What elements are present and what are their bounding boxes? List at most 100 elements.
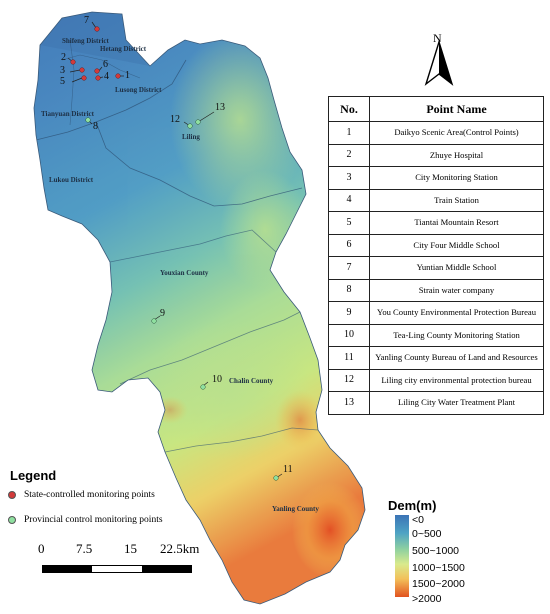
table-row: 3 City Monitoring Station (328, 166, 544, 190)
point-number-3: 3 (60, 65, 65, 76)
row-name: Liling City Water Treatment Plant (369, 391, 544, 415)
label-yanling-county: Yanling County (272, 505, 319, 513)
state-point-4[interactable] (95, 75, 101, 81)
dem-class-2: 500~1000 (412, 545, 460, 557)
dem-color-ramp (395, 515, 409, 597)
legend-item-provincial: Provincial control monitoring points (8, 515, 163, 525)
table-row: 13 Liling City Water Treatment Plant (328, 391, 544, 415)
north-label: N (433, 31, 442, 45)
row-number: 9 (328, 301, 370, 325)
row-number: 11 (328, 346, 370, 370)
row-number: 5 (328, 211, 370, 235)
point-number-5: 5 (60, 76, 65, 87)
header-no: No. (328, 96, 370, 122)
row-name: Tiantai Mountain Resort (369, 211, 544, 235)
row-number: 10 (328, 323, 370, 347)
scale-label-2: 15 (124, 541, 137, 556)
state-point-6[interactable] (94, 68, 100, 74)
provincial-point-11[interactable] (273, 475, 279, 481)
point-number-12: 12 (170, 114, 180, 125)
table-row: 10 Tea-Ling County Monitoring Station (328, 323, 544, 347)
row-name: You County Environmental Protection Bure… (369, 301, 544, 325)
row-name: City Monitoring Station (369, 166, 544, 190)
point-number-13: 13 (215, 102, 225, 113)
dem-class-3: 1000~1500 (412, 562, 465, 574)
row-name: City Four Middle School (369, 233, 544, 257)
label-tianyuan-district: Tianyuan District (41, 110, 94, 118)
state-point-3[interactable] (79, 67, 85, 73)
row-number: 7 (328, 256, 370, 280)
table-row: 4 Train Station (328, 188, 544, 212)
label-shifeng-district: Shifeng District (62, 37, 109, 45)
table-row: 9 You County Environmental Protection Bur… (328, 301, 544, 325)
north-arrow-icon (424, 39, 454, 86)
state-point-7[interactable] (94, 26, 100, 32)
table-row: 2 Zhuye Hospital (328, 143, 544, 167)
label-hetang-district: Hetang District (100, 45, 147, 53)
point-number-9: 9 (160, 308, 165, 319)
provincial-point-13[interactable] (195, 119, 201, 125)
table-row: 6 City Four Middle School (328, 233, 544, 257)
legend-title: Legend (10, 468, 57, 483)
point-number-11: 11 (283, 464, 293, 475)
legend-item-state: State-controlled monitoring points (8, 490, 155, 500)
provincial-dot-icon (8, 515, 16, 524)
point-number-7: 7 (84, 15, 89, 26)
row-number: 4 (328, 188, 370, 212)
row-number: 6 (328, 233, 370, 257)
row-number: 3 (328, 166, 370, 190)
row-number: 13 (328, 391, 370, 415)
row-name: Yanling County Bureau of Land and Resour… (369, 346, 544, 370)
label-lukou-district: Lukou District (49, 176, 94, 184)
provincial-point-12[interactable] (187, 123, 193, 129)
label-youxian-county: Youxian County (160, 269, 209, 277)
dem-class-4: 1500~2000 (412, 578, 465, 590)
row-number: 2 (328, 143, 370, 167)
dem-class-0: <0 (412, 514, 424, 526)
table-row: 1 Daikyo Scenic Area(Control Points) (328, 121, 544, 145)
dem-class-1: 0~500 (412, 528, 442, 540)
scale-label-3: 22.5km (160, 541, 200, 556)
row-name: Train Station (369, 188, 544, 212)
row-name: Yuntian Middle School (369, 256, 544, 280)
state-point-1[interactable] (115, 73, 121, 79)
table-header-row: No. Point Name (328, 96, 544, 122)
dem-class-5: >2000 (412, 593, 442, 605)
point-number-6: 6 (103, 59, 108, 70)
state-dot-icon (8, 490, 16, 499)
label-liling: Liling (182, 133, 200, 141)
table-row: 8 Strain water company (328, 278, 544, 302)
table-row: 12 Liling city environmental protection b… (328, 368, 544, 392)
state-point-5[interactable] (81, 75, 87, 81)
point-number-1: 1 (125, 70, 130, 81)
header-point-name: Point Name (369, 96, 544, 122)
table-row: 5 Tiantai Mountain Resort (328, 211, 544, 235)
label-chalin-county: Chalin County (229, 377, 274, 385)
point-table: No. Point Name 1 Daikyo Scenic Area(Contr… (328, 96, 544, 415)
point-number-10: 10 (212, 374, 222, 385)
table-row: 11 Yanling County Bureau of Land and Reso… (328, 346, 544, 370)
point-number-8: 8 (93, 121, 98, 132)
legend-provincial-label: Provincial control monitoring points (24, 515, 163, 525)
provincial-point-10[interactable] (200, 384, 206, 390)
scale-label-0: 0 (38, 541, 45, 556)
table-row: 7 Yuntian Middle School (328, 256, 544, 280)
row-name: Daikyo Scenic Area(Control Points) (369, 121, 544, 145)
state-point-2[interactable] (70, 59, 76, 65)
row-name: Liling city environmental protection bur… (369, 368, 544, 392)
row-name: Tea-Ling County Monitoring Station (369, 323, 544, 347)
legend-state-label: State-controlled monitoring points (24, 490, 155, 500)
row-number: 8 (328, 278, 370, 302)
dem-legend-title: Dem(m) (388, 498, 437, 513)
row-name: Zhuye Hospital (369, 143, 544, 167)
legend: Legend (10, 468, 260, 483)
scale-label-1: 7.5 (76, 541, 93, 556)
point-number-2: 2 (61, 52, 66, 63)
provincial-point-9[interactable] (151, 318, 157, 324)
row-number: 12 (328, 368, 370, 392)
scale-bar (42, 565, 192, 573)
row-name: Strain water company (369, 278, 544, 302)
provincial-point-8[interactable] (85, 117, 91, 123)
label-lusong-district: Lusong District (115, 86, 162, 94)
